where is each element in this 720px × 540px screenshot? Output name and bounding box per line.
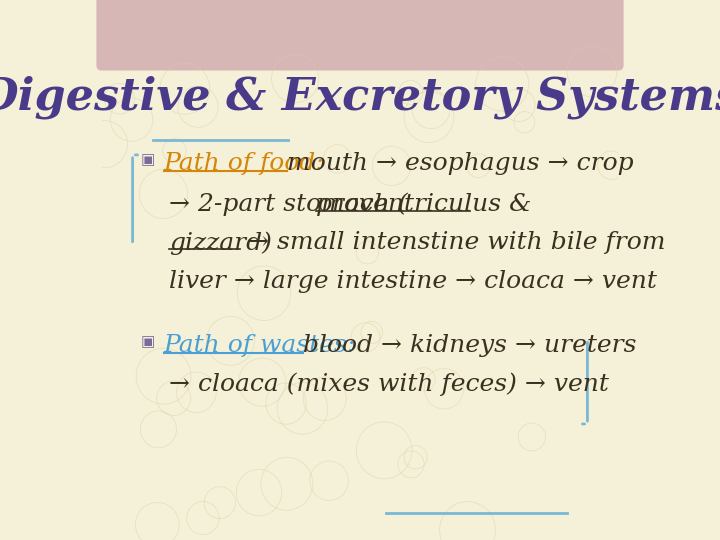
- Text: proventriculus &: proventriculus &: [316, 193, 531, 216]
- Text: → cloaca (mixes with feces) → vent: → cloaca (mixes with feces) → vent: [168, 372, 608, 396]
- Text: Path of food:: Path of food:: [163, 152, 332, 176]
- Text: gizzard): gizzard): [168, 232, 271, 255]
- Text: mouth → esophagus → crop: mouth → esophagus → crop: [287, 152, 633, 176]
- Text: → small intenstine with bile from: → small intenstine with bile from: [240, 232, 665, 254]
- Text: blood → kidneys → ureters: blood → kidneys → ureters: [303, 334, 636, 357]
- Text: Path of wastes:: Path of wastes:: [163, 334, 364, 357]
- Text: → 2-part stomach (: → 2-part stomach (: [168, 193, 408, 217]
- FancyBboxPatch shape: [96, 0, 624, 71]
- Text: ▣: ▣: [141, 152, 156, 167]
- Text: ▣: ▣: [141, 334, 156, 349]
- Text: Digestive & Excretory Systems: Digestive & Excretory Systems: [0, 76, 720, 119]
- Text: liver → large intestine → cloaca → vent: liver → large intestine → cloaca → vent: [168, 270, 657, 293]
